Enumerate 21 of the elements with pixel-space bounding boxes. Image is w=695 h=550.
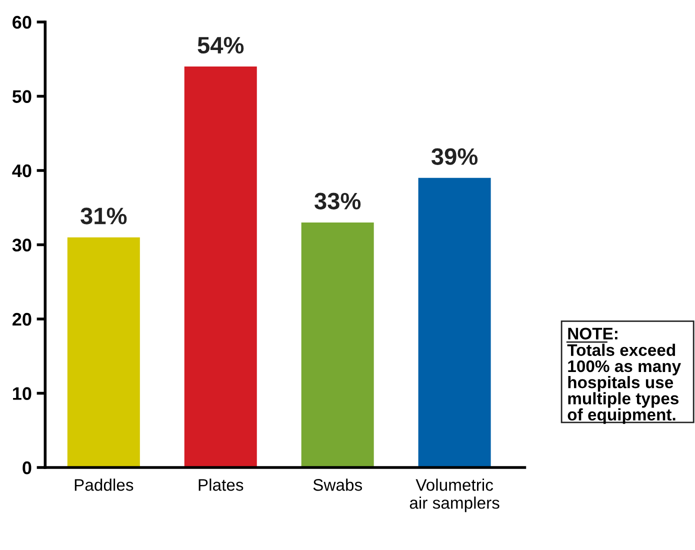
y-tick-label: 40 xyxy=(12,164,32,178)
bar xyxy=(184,66,257,468)
y-tick-label: 50 xyxy=(12,90,32,103)
y-tick-label: 10 xyxy=(13,387,32,400)
data-label: 54% xyxy=(198,36,244,54)
y-tick-label: 0 xyxy=(22,461,32,474)
text: Totals exceed 100% as many hospitals use multiple types of equipment. xyxy=(567,344,681,424)
data-label: 33% xyxy=(314,192,361,210)
y-tick-label: 20 xyxy=(12,312,32,326)
bar xyxy=(67,237,140,468)
y-tick-label: 30 xyxy=(12,238,32,252)
data-label: 31% xyxy=(80,208,127,224)
x-tick-label: Plates xyxy=(198,478,244,491)
bar xyxy=(301,222,374,468)
x-tick-label: Paddles xyxy=(74,478,134,491)
text: NOTE: xyxy=(568,328,618,340)
y-tick-label: 60 xyxy=(12,16,32,29)
bar xyxy=(418,178,491,468)
data-label: 39% xyxy=(431,148,478,165)
x-tick-label: Swabs xyxy=(313,478,362,491)
x-tick-label: Volumetric air samplers xyxy=(410,478,500,512)
